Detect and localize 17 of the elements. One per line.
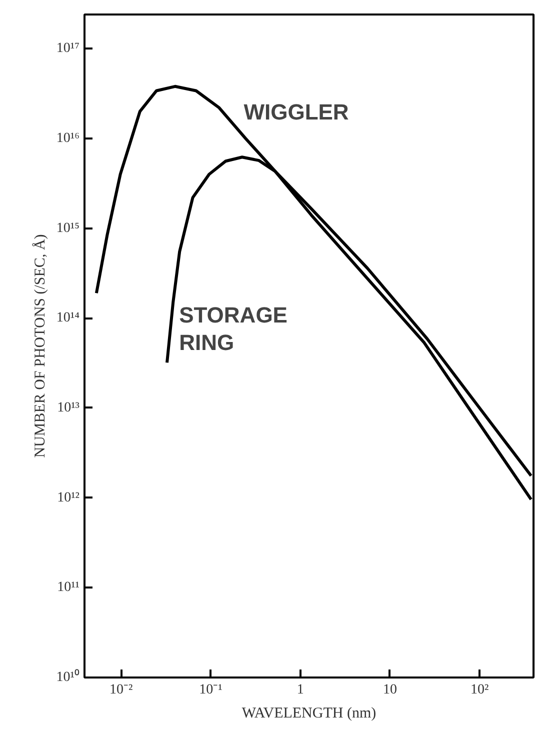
y-tick-label: 10¹⁶ [56, 130, 80, 146]
x-tick-label: 10⁻² [110, 682, 133, 698]
y-tick-label: 10¹¹ [57, 580, 80, 596]
y-tick-label: 10¹⁵ [56, 220, 80, 236]
x-tick-label: 10² [470, 682, 489, 698]
x-tick-label: 10 [382, 682, 397, 698]
y-tick-label: 10¹⁰ [56, 669, 80, 685]
x-tick-label: 10⁻¹ [199, 682, 222, 698]
y-tick-label: 10¹³ [57, 400, 80, 416]
y-tick-label: 10¹⁷ [56, 41, 80, 56]
x-axis-title: WAVELENGTH (nm) [242, 706, 376, 722]
y-axis-title: NUMBER OF PHOTONS (/SEC, Å) [31, 234, 48, 458]
y-tick-label: 10¹² [57, 490, 80, 506]
y-tick-label: 10¹⁴ [56, 310, 80, 326]
annotation: STORAGE RING [179, 302, 288, 355]
x-tick-label: 1 [296, 682, 304, 698]
annotation: WIGGLER [244, 99, 349, 124]
